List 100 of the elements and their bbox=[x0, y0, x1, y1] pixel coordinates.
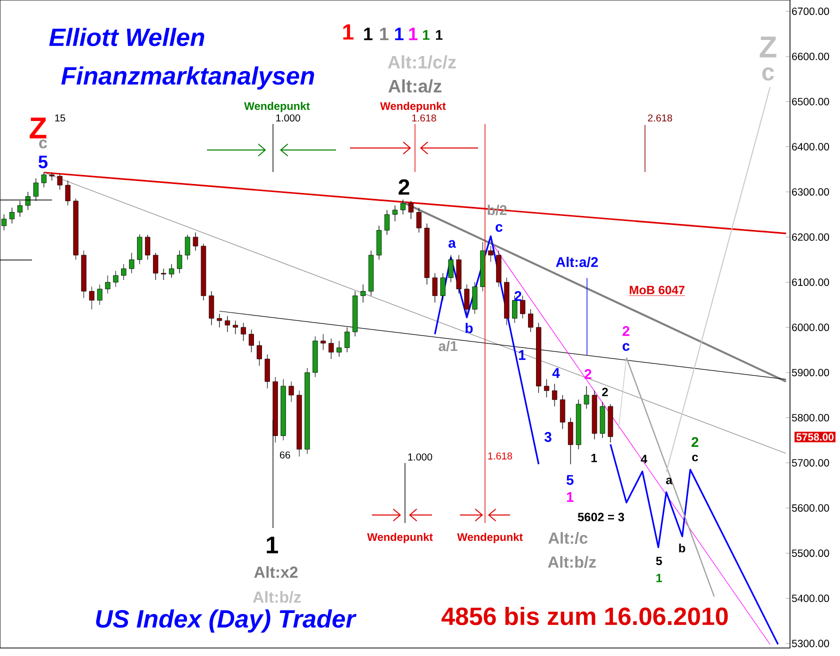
candlestick bbox=[248, 329, 254, 352]
candlestick bbox=[280, 379, 286, 440]
annotation: Alt:/c bbox=[548, 532, 588, 544]
candlestick bbox=[312, 336, 318, 378]
candlestick bbox=[424, 223, 430, 285]
annotation: c bbox=[692, 454, 698, 462]
y-tick-label: 5400.00 bbox=[792, 594, 830, 602]
candlestick bbox=[456, 254, 462, 294]
candlestick bbox=[200, 244, 206, 300]
candlestick bbox=[592, 390, 598, 440]
candlestick bbox=[49, 172, 54, 181]
y-tick-label: 5600.00 bbox=[792, 504, 830, 512]
annotation: 5 bbox=[656, 556, 662, 566]
candlestick bbox=[264, 354, 270, 389]
candlestick bbox=[288, 381, 294, 402]
candlestick bbox=[176, 250, 182, 274]
annotation: b bbox=[466, 322, 473, 334]
candlestick bbox=[97, 284, 102, 305]
annotation: 1 bbox=[591, 454, 598, 462]
annotation: c bbox=[39, 140, 47, 148]
candlestick bbox=[496, 250, 502, 287]
candlestick bbox=[360, 284, 366, 303]
annotation: 1 bbox=[422, 30, 430, 40]
annotation: 1 bbox=[395, 28, 404, 40]
annotation: 1.618 bbox=[412, 114, 436, 122]
annotation: 1.000 bbox=[408, 453, 432, 461]
candlestick bbox=[41, 172, 46, 188]
candlestick bbox=[552, 384, 558, 407]
y-tick-label: 5900.00 bbox=[792, 368, 830, 376]
candlestick bbox=[520, 296, 526, 319]
annotation: 2 bbox=[622, 326, 630, 336]
candlestick bbox=[129, 252, 134, 274]
annotation: c bbox=[496, 224, 502, 232]
annotation: 4 bbox=[552, 368, 560, 378]
candlestick bbox=[376, 226, 382, 260]
annotation: Alt:a/z bbox=[388, 79, 442, 93]
annotation: c bbox=[762, 67, 774, 81]
annotation: Alt:b/z bbox=[252, 591, 301, 603]
candlestick bbox=[232, 320, 238, 334]
y-tick-label: 6700.00 bbox=[792, 8, 830, 16]
candlestick bbox=[488, 246, 494, 262]
y-tick-label: 6100.00 bbox=[792, 278, 830, 286]
annotation: 1 bbox=[266, 536, 278, 554]
annotation: c bbox=[622, 343, 630, 351]
annotation: Alt:1/c/z bbox=[388, 55, 456, 69]
annotation: 5602 = 3 bbox=[578, 512, 624, 522]
annotation: 1 bbox=[436, 30, 443, 40]
annotation: Z bbox=[30, 118, 46, 138]
candlestick bbox=[145, 234, 150, 260]
annotation: a bbox=[448, 240, 456, 248]
annotation: 1.618 bbox=[488, 452, 512, 460]
candlestick bbox=[408, 200, 414, 220]
candlestick bbox=[328, 338, 334, 360]
candlestick bbox=[105, 275, 110, 294]
candlestick bbox=[416, 208, 422, 233]
candlestick bbox=[544, 379, 550, 398]
candlestick bbox=[160, 268, 166, 280]
text: Finanzmarktanalysen bbox=[61, 66, 314, 90]
candlestick bbox=[208, 291, 214, 326]
text: Elliott Wellen bbox=[49, 28, 204, 46]
annotation: 5 bbox=[566, 475, 574, 485]
y-tick-label: 6000.00 bbox=[792, 324, 830, 332]
annotation: 1 bbox=[364, 28, 373, 40]
candlestick bbox=[560, 394, 566, 430]
annotation: 4856 bis zum 16.06.2010 bbox=[442, 606, 728, 626]
candlestick bbox=[113, 270, 118, 287]
candlestick bbox=[184, 234, 190, 260]
y-tick-label: 6500.00 bbox=[792, 98, 830, 106]
annotation: 1 bbox=[343, 24, 354, 40]
candlestick bbox=[240, 322, 246, 342]
candlestick bbox=[304, 368, 310, 454]
candlestick bbox=[320, 334, 326, 350]
annotation: 1 bbox=[518, 350, 526, 360]
annotation: 15 bbox=[55, 114, 66, 122]
candlestick bbox=[224, 316, 230, 332]
annotation: 1 bbox=[566, 492, 574, 502]
candlestick bbox=[464, 284, 470, 314]
candlestick bbox=[472, 282, 478, 314]
candlestick bbox=[73, 198, 78, 260]
annotation: 1 bbox=[409, 28, 418, 40]
candlestick bbox=[384, 210, 390, 236]
candlestick bbox=[168, 264, 174, 278]
annotation: 1 bbox=[380, 28, 389, 40]
annotation: 2 bbox=[602, 388, 608, 396]
candlestick bbox=[448, 254, 454, 282]
y-tick-label: 6600.00 bbox=[792, 52, 830, 60]
annotation: US Index (Day) Trader bbox=[96, 609, 357, 633]
candlestick bbox=[440, 272, 446, 300]
annotation: Wendepunkt bbox=[380, 102, 446, 112]
candlestick bbox=[584, 386, 590, 409]
y-tick-label: 6200.00 bbox=[792, 233, 830, 241]
y-tick-label: 5500.00 bbox=[792, 549, 830, 557]
candlestick bbox=[9, 208, 15, 224]
candlestick bbox=[368, 250, 374, 296]
candlestick bbox=[256, 340, 262, 366]
candlestick bbox=[568, 417, 574, 464]
candlestick bbox=[600, 402, 606, 438]
annotation: 2.618 bbox=[648, 114, 672, 122]
candlestick bbox=[57, 174, 62, 190]
candlestick bbox=[392, 205, 398, 222]
